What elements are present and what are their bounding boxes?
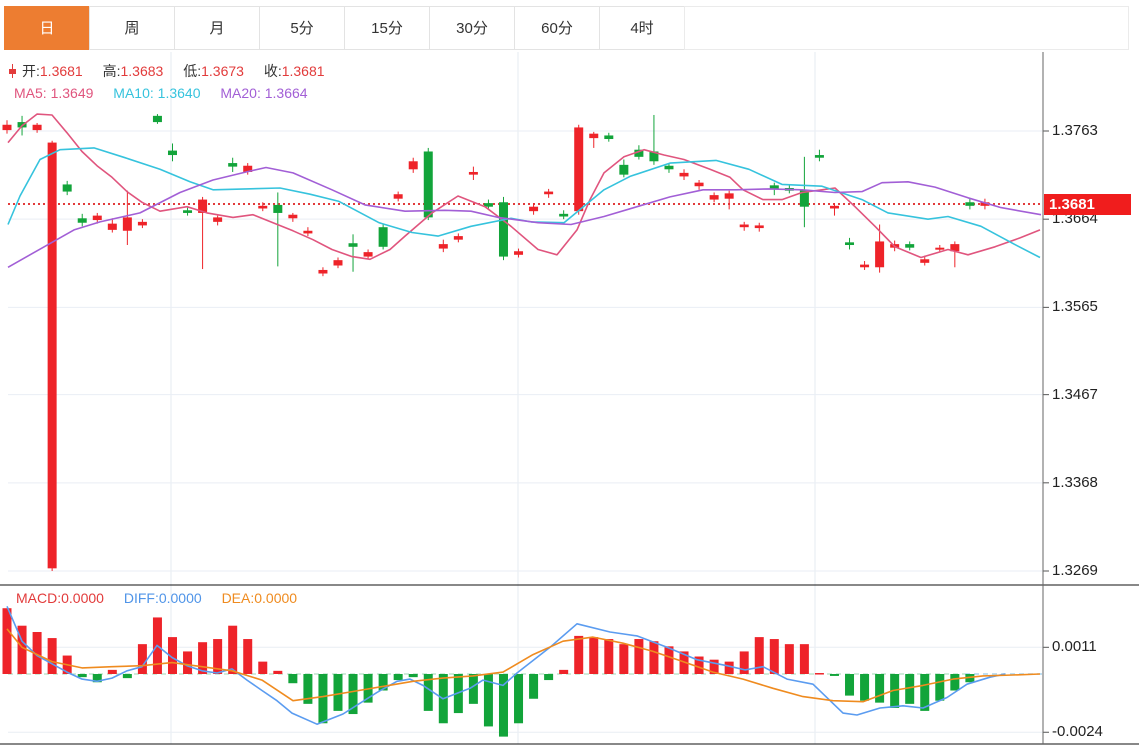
macd-label: MACD: — [16, 590, 62, 606]
open-label: 开: — [22, 63, 40, 79]
high-value: 1.3683 — [120, 63, 164, 79]
macd-value: 0.0000 — [61, 590, 104, 606]
axis-tick-label: -0.0024 — [1052, 723, 1103, 741]
ma10-value: 1.3640 — [157, 85, 201, 101]
ma20-label: MA20: — [220, 85, 261, 101]
close-value: 1.3681 — [281, 63, 325, 79]
low-label: 低: — [183, 63, 202, 79]
ma-legend: MA5: 1.3649 MA10: 1.3640 MA20: 1.3664 — [14, 85, 324, 101]
tab-30min[interactable]: 30分 — [429, 6, 515, 50]
tabbar-spacer — [684, 6, 1129, 50]
timeframe-tabbar: 日周月 5分 15分 30分 60分 4时 — [4, 6, 1129, 50]
axis-tick-label: 1.3664 — [1052, 210, 1098, 228]
dea-value: 0.0000 — [254, 590, 298, 606]
ma5-value: 1.3649 — [50, 85, 94, 101]
tab-15min[interactable]: 15分 — [344, 6, 430, 50]
ohlc-legend: 开:1.3681 高:1.3683 低:1.3673 收:1.3681 — [22, 61, 341, 81]
close-label: 收: — [263, 63, 282, 79]
ma10-label: MA10: — [113, 85, 154, 101]
tab-week[interactable]: 周 — [89, 6, 175, 50]
tab-5min[interactable]: 5分 — [259, 6, 345, 50]
axis-tick-label: 0.0011 — [1052, 638, 1097, 656]
axis-tick-label: 1.3269 — [1052, 562, 1098, 579]
axis-tick-label: 1.3565 — [1052, 298, 1098, 316]
open-value: 1.3681 — [39, 63, 83, 79]
ma20-value: 1.3664 — [264, 85, 308, 101]
diff-label: DIFF: — [123, 590, 159, 606]
high-label: 高: — [102, 63, 121, 79]
candle-icon — [9, 64, 16, 78]
tab-day[interactable]: 日 — [4, 6, 90, 50]
macd-legend: MACD:0.0000 DIFF:0.0000 DEA:0.0000 — [16, 590, 313, 606]
last-price-tag: 1.3681 — [1044, 193, 1131, 215]
tab-month[interactable]: 月 — [174, 6, 260, 50]
low-value: 1.3673 — [201, 63, 244, 79]
tab-60min[interactable]: 60分 — [514, 6, 600, 50]
ma5-label: MA5: — [14, 85, 47, 101]
dea-label: DEA: — [221, 590, 255, 606]
axis-tick-label: 1.3467 — [1052, 385, 1098, 403]
axis-tick-label: 1.3368 — [1052, 473, 1098, 491]
diff-value: 0.0000 — [158, 590, 202, 606]
tab-4hour[interactable]: 4时 — [599, 6, 685, 50]
axis-tick-label: 1.3763 — [1052, 122, 1098, 139]
